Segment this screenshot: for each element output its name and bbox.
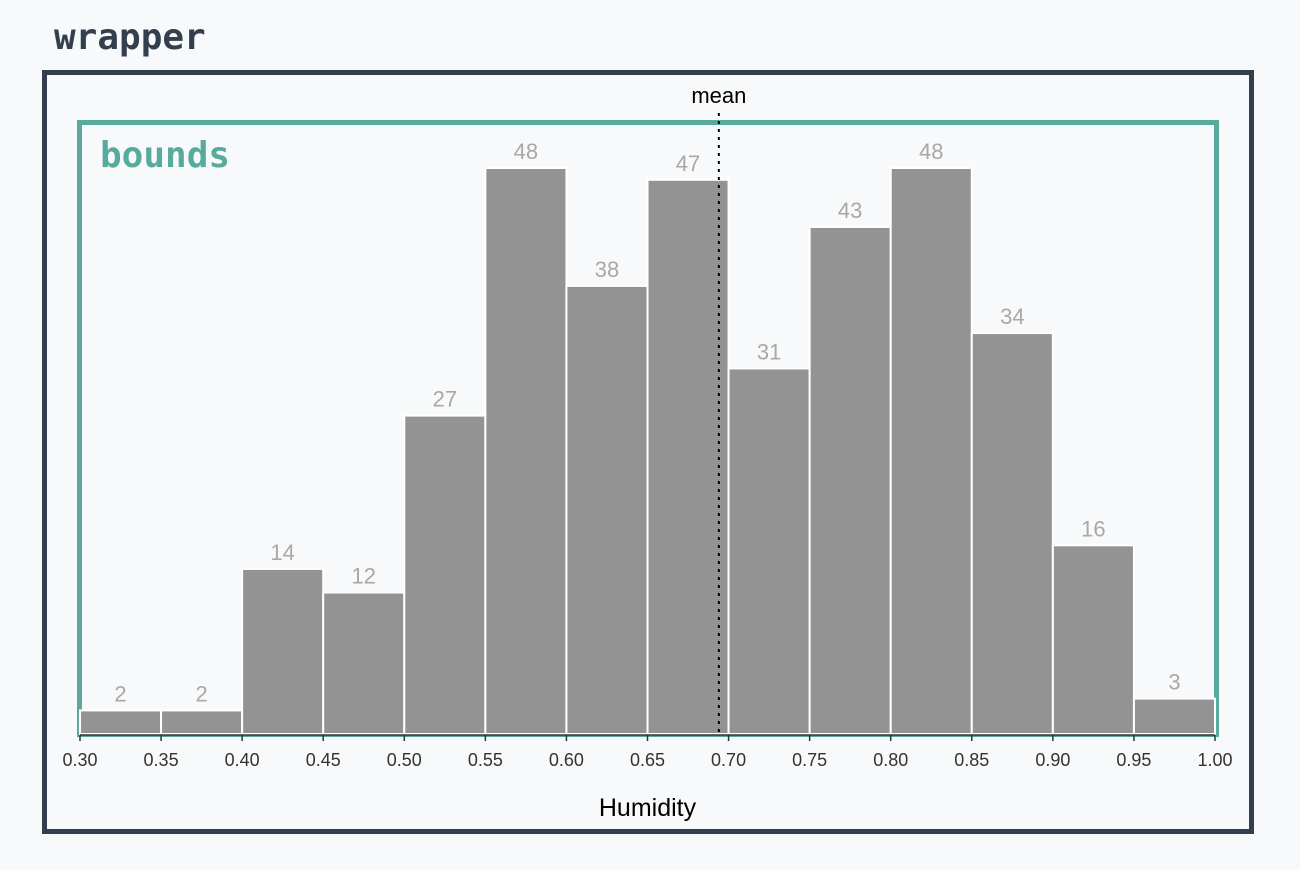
histogram-bar (729, 368, 810, 734)
x-tick-label: 0.80 (873, 750, 908, 770)
x-tick-label: 0.60 (549, 750, 584, 770)
bar-value-label: 2 (114, 681, 126, 706)
bars-group (80, 168, 1215, 734)
bar-value-label: 31 (757, 339, 781, 364)
bar-value-label: 3 (1168, 670, 1180, 695)
histogram-bar (648, 180, 729, 734)
x-ticks-group: 0.30 0.35 0.40 0.45 0.50 0.55 0.60 0.65 0.70 0.75… (62, 735, 1232, 770)
x-tick-label: 0.85 (954, 750, 989, 770)
x-tick-label: 0.50 (387, 750, 422, 770)
bar-value-label: 48 (919, 139, 943, 164)
x-tick-label: 0.45 (306, 750, 341, 770)
histogram-bar (485, 168, 566, 734)
histogram-bar (566, 286, 647, 734)
bar-value-label: 34 (1000, 304, 1024, 329)
x-tick-label: 0.95 (1116, 750, 1151, 770)
bar-value-label: 12 (352, 564, 376, 589)
bar-value-label: 16 (1081, 516, 1105, 541)
x-tick-label: 0.35 (144, 750, 179, 770)
x-tick-label: 0.30 (62, 750, 97, 770)
histogram-bar (80, 710, 161, 734)
bar-value-label: 48 (514, 139, 538, 164)
x-tick-label: 0.55 (468, 750, 503, 770)
mean-label: mean (691, 83, 746, 108)
x-tick-label: 0.75 (792, 750, 827, 770)
x-tick-label: 0.90 (1035, 750, 1070, 770)
x-tick-label: 0.70 (711, 750, 746, 770)
histogram-bar (1053, 545, 1134, 734)
bar-value-label: 47 (676, 151, 700, 176)
bar-value-label: 14 (270, 540, 294, 565)
histogram-bar (242, 569, 323, 734)
histogram-bar (161, 710, 242, 734)
histogram-bar (1134, 699, 1215, 734)
bounds-label: bounds (100, 138, 230, 174)
histogram-bar (404, 416, 485, 734)
histogram-bar (891, 168, 972, 734)
x-tick-label: 0.40 (225, 750, 260, 770)
bar-value-label: 27 (433, 387, 457, 412)
histogram-bar (810, 227, 891, 734)
histogram-bar (323, 593, 404, 735)
bar-value-label: 38 (595, 257, 619, 282)
bar-value-label: 43 (838, 198, 862, 223)
bar-value-label: 2 (195, 681, 207, 706)
x-tick-label: 1.00 (1197, 750, 1232, 770)
x-tick-label: 0.65 (630, 750, 665, 770)
x-axis-title: Humidity (599, 794, 697, 822)
histogram-bar (972, 333, 1053, 734)
